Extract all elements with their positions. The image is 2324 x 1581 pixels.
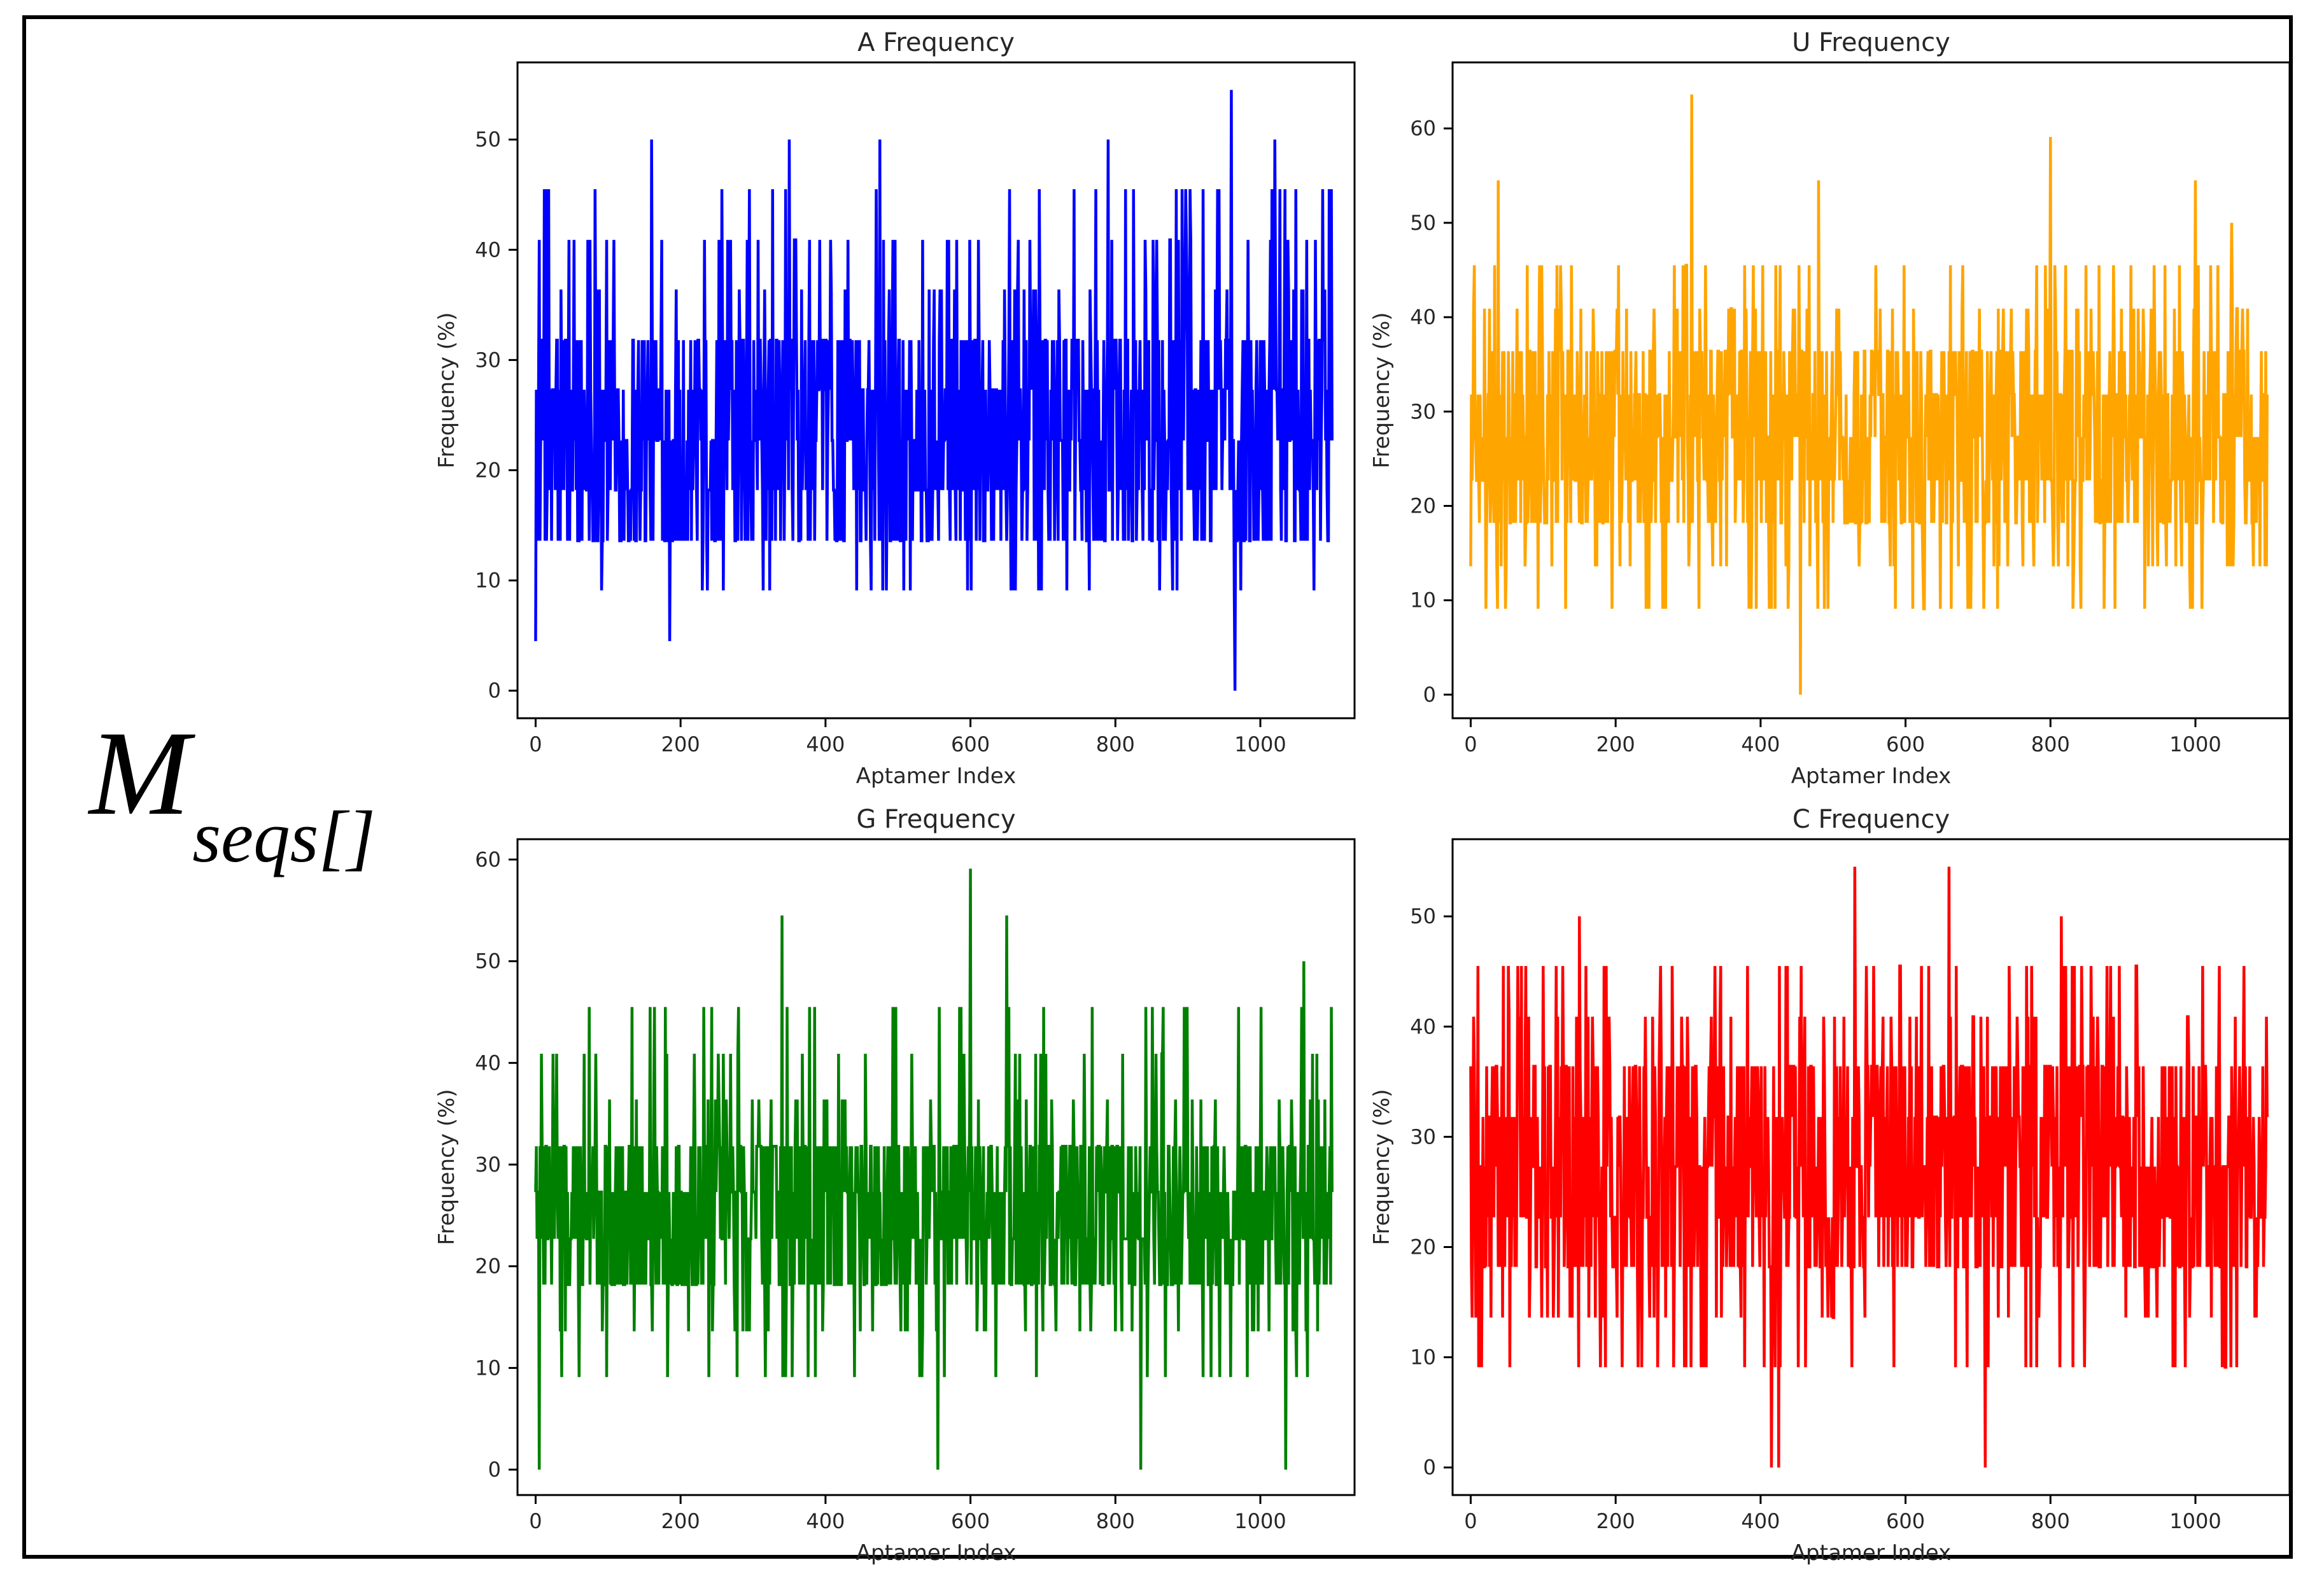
y-tick-label: 0 [488,1457,501,1482]
matrix-symbol-main: M [89,707,190,840]
y-tick-label: 0 [1423,683,1436,707]
chart-title: C Frequency [1792,805,1950,834]
y-tick-label: 50 [475,127,501,152]
y-tick-label: 50 [1410,211,1436,235]
x-tick-label: 0 [529,1509,542,1533]
x-tick-label: 400 [1741,732,1780,756]
y-tick-label: 30 [475,348,501,372]
y-tick-label: 20 [1410,494,1436,518]
x-tick-label: 800 [1096,1509,1135,1533]
y-tick-label: 10 [475,569,501,593]
x-tick-label: 1000 [1234,732,1286,756]
y-axis-label: Frequency (%) [1369,1089,1395,1245]
y-tick-label: 40 [475,238,501,262]
series-line [1469,94,2269,695]
x-tick-label: 600 [951,732,990,756]
x-tick-label: 0 [529,732,542,756]
x-tick-label: 800 [2031,732,2070,756]
x-tick-label: 400 [1741,1509,1780,1533]
x-tick-label: 400 [806,1509,845,1533]
y-tick-label: 50 [1410,904,1436,928]
plot-frame [1451,838,2291,1496]
x-tick-label: 0 [1464,1509,1477,1533]
x-axis-label: Aptamer Index [856,1540,1016,1566]
chart-title: U Frequency [1792,28,1950,57]
y-axis-label: Frequency (%) [434,1089,460,1245]
x-tick-label: 800 [2031,1509,2070,1533]
y-tick-label: 20 [475,1254,501,1279]
x-tick-label: 1000 [2169,732,2221,756]
chart-panel: 0 200 400 600 800 1000 0 10 20 30 40 50 60 U Frequenc… [1369,28,2291,789]
x-tick-label: 800 [1096,732,1135,756]
chart-panel: 0 200 400 600 800 1000 0 10 20 30 40 50 60 G Frequenc… [434,805,1356,1566]
y-tick-label: 30 [1410,1124,1436,1149]
y-tick-label: 20 [475,458,501,483]
x-tick-label: 1000 [2169,1509,2221,1533]
y-tick-label: 60 [475,847,501,872]
chart-title: G Frequency [856,805,1015,834]
x-tick-label: 1000 [1234,1509,1286,1533]
x-tick-label: 200 [661,732,700,756]
x-tick-label: 200 [1596,732,1635,756]
x-tick-label: 600 [1886,1509,1925,1533]
plot-frame [1451,61,2291,720]
y-tick-label: 20 [1410,1235,1436,1259]
x-tick-label: 200 [661,1509,700,1533]
x-tick-label: 400 [806,732,845,756]
x-tick-label: 600 [1886,732,1925,756]
y-tick-label: 50 [475,949,501,974]
y-tick-label: 40 [1410,305,1436,329]
y-tick-label: 10 [1410,1345,1436,1370]
series-line [1469,867,2269,1468]
chart-panel: 0 200 400 600 800 1000 0 10 20 30 40 50 C Frequency A… [1369,805,2291,1566]
chart-title: A Frequency [857,28,1015,57]
y-tick-label: 10 [475,1356,501,1380]
series-line [534,90,1334,691]
plot-frame [516,61,1356,720]
y-tick-label: 10 [1410,588,1436,613]
plot-frame [516,838,1356,1496]
x-axis-label: Aptamer Index [1791,1540,1951,1566]
y-tick-label: 30 [475,1152,501,1177]
x-tick-label: 200 [1596,1509,1635,1533]
matrix-symbol-subscript: seqs[] [192,797,376,877]
series-line [534,868,1334,1470]
x-tick-label: 600 [951,1509,990,1533]
y-tick-label: 0 [1423,1456,1436,1480]
y-axis-label: Frequency (%) [1369,312,1395,468]
matrix-symbol: Mseqs[] [89,713,376,874]
y-tick-label: 40 [475,1051,501,1075]
x-axis-label: Aptamer Index [856,763,1016,789]
y-tick-label: 60 [1410,117,1436,141]
x-axis-label: Aptamer Index [1791,763,1951,789]
y-tick-label: 0 [488,679,501,703]
x-tick-label: 0 [1464,732,1477,756]
y-tick-label: 30 [1410,399,1436,423]
y-tick-label: 40 [1410,1014,1436,1039]
y-axis-label: Frequency (%) [434,312,460,468]
chart-panel: 0 200 400 600 800 1000 0 10 20 30 40 50 A Frequency A… [434,28,1356,789]
